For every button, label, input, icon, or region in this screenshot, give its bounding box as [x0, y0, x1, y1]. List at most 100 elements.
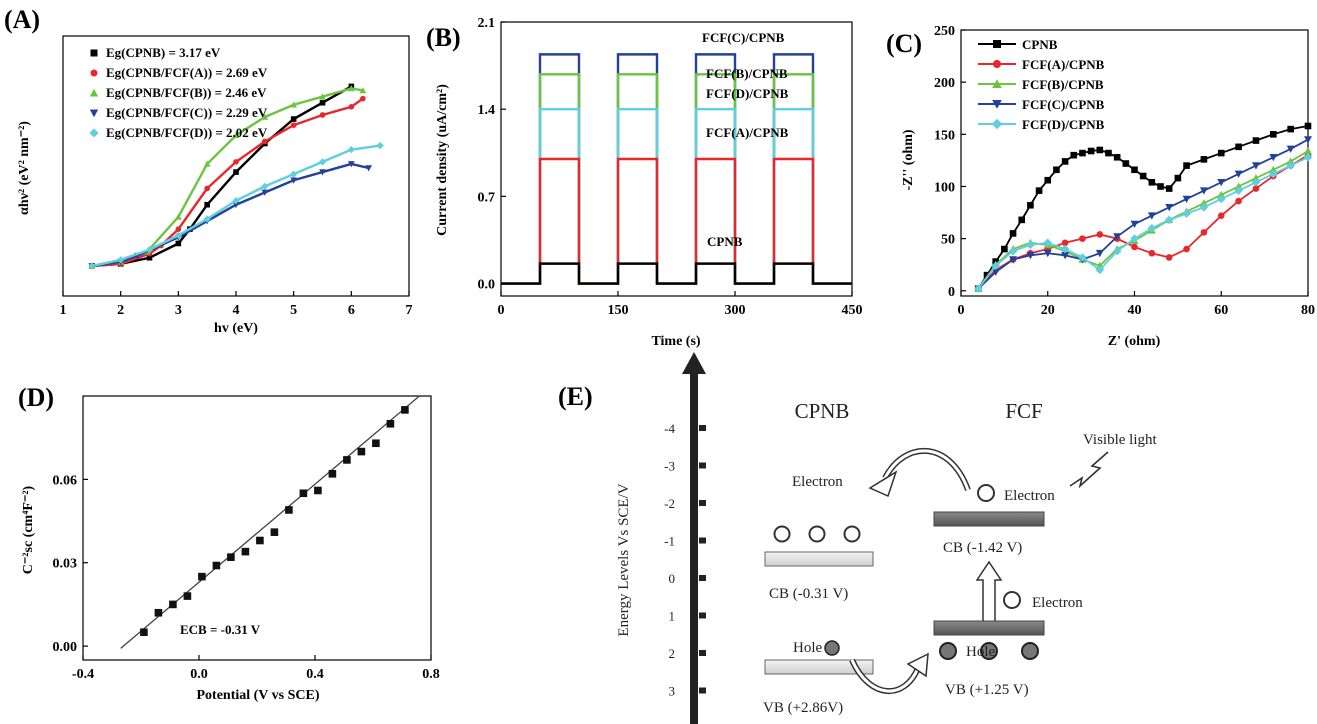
fcf-hole-icon — [1021, 642, 1039, 660]
panel-a-data-point — [319, 169, 326, 176]
panel-a-data-point — [204, 201, 210, 208]
panel-b-xlabel: Time (s) — [651, 334, 700, 349]
panel-d-data-point — [372, 439, 380, 448]
panel-b-series-label: CPNB — [707, 234, 743, 249]
panel-a-legend-label: Eg(CPNB/FCF(C)) = 2.29 eV — [106, 105, 268, 120]
panel-c-data-point — [1096, 231, 1104, 238]
panel-b-series-labels: FCF(C)/CPNB FCF(B)/CPNB FCF(D)/CPNB FCF(A)/… — [702, 30, 789, 249]
cpnb-hole-icon — [824, 640, 840, 656]
energy-axis-tick-label: 1 — [669, 609, 676, 624]
panel-d-y-tick-label: 0.06 — [53, 473, 78, 488]
panel-a-data-point — [175, 226, 182, 232]
panel-c-y-tick-label: 250 — [934, 24, 955, 39]
panel-c-data-point — [1095, 265, 1105, 275]
panel-d-data-point — [183, 592, 192, 600]
panel-c-data-point — [1157, 183, 1164, 190]
panel-c-data-point — [1182, 209, 1191, 218]
panel-d-data-point — [386, 419, 395, 428]
panel-c-data-point — [1035, 187, 1043, 194]
panel-c-legend-label: CPNB — [1022, 37, 1058, 52]
panel-a-data-point — [318, 158, 327, 166]
panel-c-data-point — [1183, 245, 1190, 253]
panel-c-data-point — [1131, 243, 1138, 251]
panel-b-series — [501, 53, 852, 285]
panel-d-data-point — [256, 536, 264, 545]
panel-c-ylabel: -Z'' (ohm) — [901, 129, 916, 190]
panel-a-x-tick-label: 4 — [233, 303, 240, 318]
panel-a-data-point — [232, 132, 240, 139]
panel-c-data-point — [1269, 169, 1278, 179]
panel-d: (D) -0.4 0.0 0.4 0.8 0.00 0.03 0.06 ECB = -0.3… — [18, 383, 440, 703]
panel-c-label: (C) — [886, 29, 922, 58]
panel-a-data-point — [88, 262, 96, 270]
panel-a-series — [88, 83, 384, 270]
panel-a-data-point — [203, 215, 211, 223]
energy-axis-tick-label: -2 — [664, 496, 675, 511]
panel-c-data-point — [974, 284, 983, 293]
panel-c-data-point — [1009, 256, 1018, 264]
panel-c-y-tick-label: 200 — [934, 76, 955, 91]
panel-c-data-point — [1009, 230, 1017, 237]
panel-c-data-point — [1112, 246, 1122, 256]
panel-a-legend-marker — [90, 69, 98, 77]
energy-axis — [690, 372, 698, 724]
panel-c-data-point — [1008, 246, 1018, 256]
energy-axis-tick-mark — [699, 500, 706, 506]
panel-c-data-point — [1217, 212, 1225, 219]
panel-b-y-tick-label: 1.4 — [478, 103, 496, 118]
panel-a-data-point — [319, 99, 326, 106]
panel-c-legend-label: FCF(D)/CPNB — [1022, 117, 1105, 132]
energy-axis-ticks: -4 -3 -2 -1 0 1 2 3 — [664, 421, 706, 699]
panel-c-y-tick-label: 150 — [934, 128, 955, 143]
panel-b-frame — [500, 21, 853, 297]
panel-d-data-point — [169, 600, 177, 609]
panel-c-legend-marker — [992, 79, 1002, 88]
panel-a-ylabel: αhν² (eV² nm⁻²) — [17, 121, 32, 215]
panel-c-data-point — [1200, 156, 1208, 163]
panel-a-data-point — [203, 160, 211, 167]
panel-a-data-point — [290, 177, 298, 184]
panel-d-series — [120, 395, 420, 649]
panel-a-data-point — [365, 165, 372, 172]
panel-d-data-point — [241, 547, 250, 556]
panel-c-data-point — [1165, 204, 1174, 212]
panel-c-data-point — [1044, 176, 1052, 184]
panel-a-data-point — [347, 146, 355, 154]
energy-axis-tick-mark — [699, 650, 706, 656]
panel-d-data-point — [285, 506, 293, 514]
panel-d-annotation: ECB = -0.31 V — [180, 622, 261, 637]
panel-c-data-point — [1217, 190, 1226, 199]
cpnb-vb-band — [764, 659, 874, 675]
panel-b-series-label: FCF(A)/CPNB — [706, 125, 789, 140]
panel-b-y-tick-label: 0.7 — [478, 190, 496, 205]
panel-a-data-point — [262, 138, 268, 145]
panel-a: (A) 1 2 3 4 5 6 7 Eg(CPNB) = 3.17 eV Eg(CPNB/FC… — [4, 5, 413, 336]
panel-c-y-tick-label: 100 — [934, 180, 955, 195]
panel-c-data-point — [1199, 203, 1209, 212]
panel-c-data-point — [1061, 158, 1069, 165]
panel-c-data-point — [1148, 249, 1156, 257]
panel-a-x-tick-label: 1 — [60, 303, 67, 318]
panel-c-data-point — [1252, 137, 1260, 144]
panel-c-data-point — [1286, 145, 1295, 153]
energy-axis-tick-mark — [699, 612, 706, 619]
panel-c-data-point — [991, 261, 1000, 271]
panel-c-data-point — [1286, 161, 1295, 170]
panel-c-data-point — [1303, 152, 1313, 162]
panel-b-label: (B) — [426, 23, 461, 52]
panel-c-data-point — [1061, 239, 1069, 247]
panel-d-y-tick-label: 0.03 — [53, 557, 78, 572]
panel-a-series-line — [91, 97, 364, 268]
fcf-vb-label: VB (+1.25 V) — [945, 682, 1029, 698]
panel-a-data-point — [360, 95, 366, 102]
panel-c-data-point — [1001, 245, 1008, 253]
panel-d-xlabel: Potential (V vs SCE) — [196, 688, 319, 703]
panel-c-data-point — [1087, 147, 1095, 155]
panel-a-label: (A) — [4, 5, 40, 34]
panel-c-data-point — [1174, 174, 1182, 182]
energy-axis-tick-label: 2 — [669, 646, 676, 661]
panel-c-data-point — [1147, 223, 1157, 233]
panel-c-data-point — [1235, 197, 1242, 205]
panel-c-data-point — [1251, 162, 1260, 170]
